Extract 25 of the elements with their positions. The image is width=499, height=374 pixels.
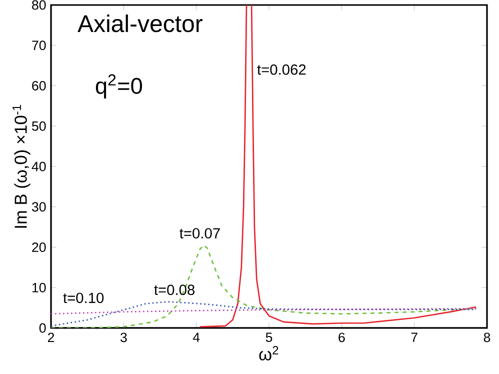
series-label: t=0.062: [257, 64, 306, 75]
y-tick-label: 10: [32, 282, 46, 292]
series-label: t=0.07: [180, 228, 220, 238]
y-tick-label: 60: [32, 81, 46, 90]
series-label: t=0.08: [154, 284, 194, 296]
series-label: t=0.10: [63, 292, 104, 304]
chart-title: Axial-vector: [78, 14, 202, 32]
x-tick-label: 4: [192, 332, 200, 342]
y-tick-label: 50: [32, 121, 46, 131]
x-tick-label: 3: [120, 332, 127, 342]
y-tick-label: 80: [32, 0, 46, 10]
x-axis-title: ω$^{2}$: [259, 346, 278, 360]
y-tick-label: 30: [32, 202, 46, 212]
y-tick-label: 40: [32, 162, 46, 172]
x-tick-label: 2: [48, 332, 54, 342]
x-tick-label: 8: [484, 332, 490, 342]
x-tick-label: 5: [266, 332, 272, 342]
y-tick-label: 0: [39, 323, 46, 333]
x-tick-label: 6: [338, 332, 345, 342]
y-tick-label: 20: [32, 242, 46, 252]
line-series: [51, 244, 477, 328]
y-tick-label: 70: [32, 40, 46, 50]
x-tick-label: 7: [411, 332, 418, 342]
annotation: q$^{2}$=0: [96, 74, 142, 98]
y-axis-title: Im B (ω,0) ×10$^{-1}$: [12, 104, 30, 228]
